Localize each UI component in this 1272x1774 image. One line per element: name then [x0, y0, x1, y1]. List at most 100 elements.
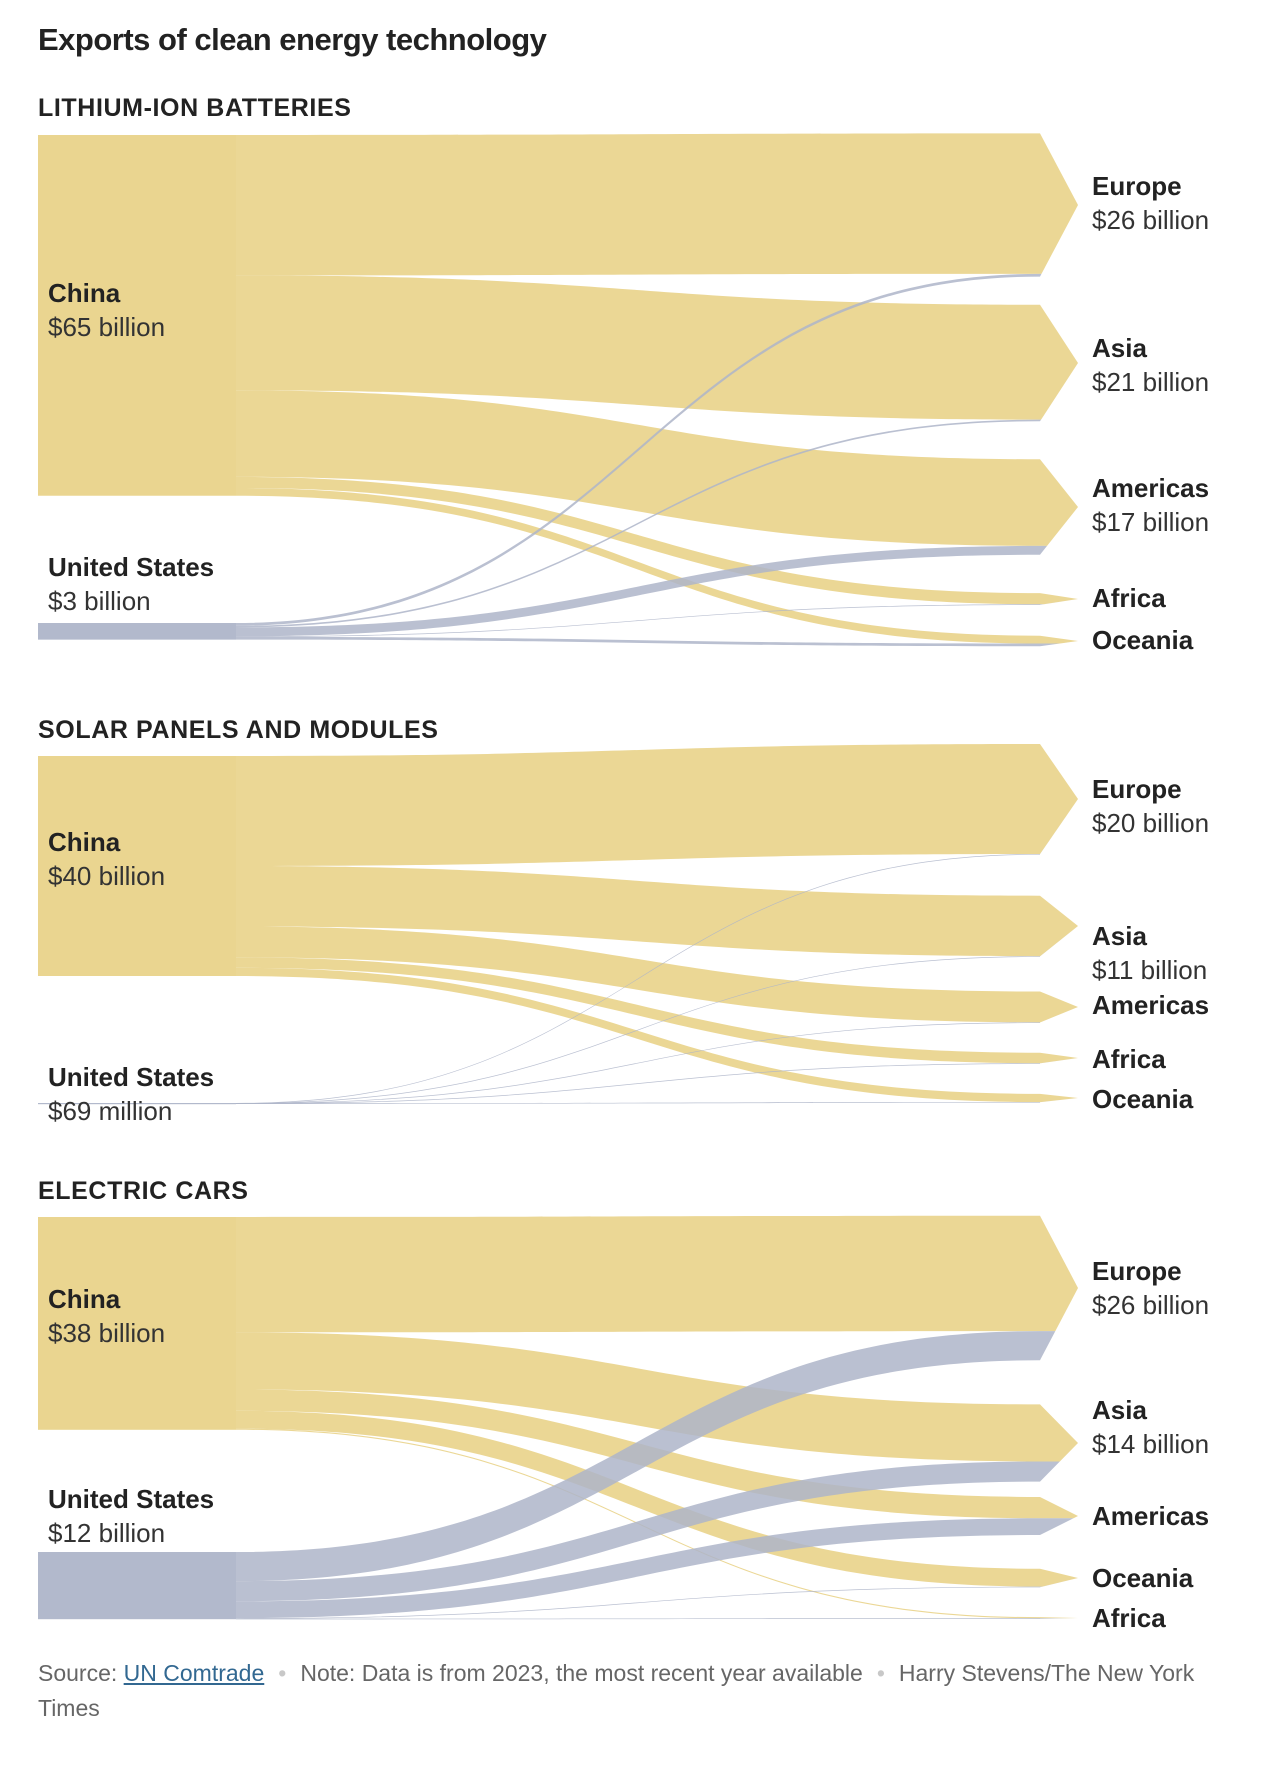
- source-label-us: United States: [48, 1062, 214, 1092]
- source-label-china: China: [48, 827, 121, 857]
- target-label-europe: Europe: [1092, 1256, 1182, 1286]
- target-label-europe: Europe: [1092, 774, 1182, 804]
- panel-title-solar: SOLAR PANELS AND MODULES: [38, 716, 439, 744]
- arrow-china-asia: [1040, 1404, 1078, 1462]
- arrow-us-europe: [1040, 1288, 1078, 1361]
- arrow-china-europe: [1040, 133, 1078, 274]
- source-label-china: China: [48, 1284, 121, 1314]
- arrow-china-africa: [1040, 593, 1078, 605]
- flow-china-to-africa: [236, 957, 1040, 1064]
- flow-us-to-europe: [236, 853, 1040, 1104]
- source-block-us: [38, 1103, 236, 1105]
- labels: China $40 billion United States $69 million…: [48, 774, 1209, 1126]
- flow-us-to-oceania: [236, 636, 1040, 647]
- source-value-china: $65 billion: [48, 312, 165, 342]
- target-label-americas: Americas: [1092, 473, 1209, 503]
- flow-china-to-europe: [236, 1215, 1040, 1333]
- flow-china-to-americas: [236, 926, 1040, 1023]
- flow-china-to-americas: [236, 390, 1040, 546]
- target-label-asia: Asia: [1092, 1395, 1147, 1425]
- source-value-us: $69 million: [48, 1096, 172, 1126]
- flow-us-to-oceania: [236, 1102, 1040, 1105]
- source-prefix: Source:: [38, 1660, 124, 1686]
- flows: [38, 133, 1078, 647]
- panel-title-batteries: LITHIUM-ION BATTERIES: [38, 94, 352, 122]
- arrow-us-americas: [1040, 507, 1078, 555]
- source-value-china: $40 billion: [48, 861, 165, 891]
- flows: [38, 743, 1078, 1105]
- arrow-us-asia: [1040, 1443, 1078, 1482]
- source-label-us: United States: [48, 1484, 214, 1514]
- flow-us-to-europe: [236, 273, 1040, 626]
- flow-china-to-europe: [236, 133, 1040, 276]
- flow-china-to-asia: [236, 866, 1040, 957]
- target-label-asia: Asia: [1092, 333, 1147, 363]
- source-value-us: $3 billion: [48, 586, 151, 616]
- arrow-us-oceania: [1040, 641, 1078, 647]
- arrow-china-oceania: [1040, 1568, 1078, 1587]
- target-label-africa: Africa: [1092, 1603, 1166, 1633]
- flow-us-to-americas: [236, 1518, 1040, 1619]
- target-label-oceania: Oceania: [1092, 1563, 1194, 1593]
- source-label-china: China: [48, 278, 121, 308]
- arrow-china-africa: [1040, 1617, 1078, 1619]
- arrow-china-asia: [1040, 304, 1078, 420]
- arrow-us-americas: [1040, 1516, 1078, 1536]
- source-value-china: $38 billion: [48, 1318, 165, 1348]
- target-label-oceania: Oceania: [1092, 1084, 1194, 1114]
- flow-us-to-africa: [236, 604, 1040, 638]
- arrow-china-europe: [1040, 1215, 1078, 1332]
- arrow-china-americas: [1040, 991, 1078, 1023]
- arrow-china-oceania: [1040, 635, 1078, 644]
- flow-us-to-asia: [236, 419, 1040, 628]
- flow-china-to-oceania: [236, 967, 1040, 1103]
- separator-dot: •: [876, 1660, 885, 1686]
- flow-us-to-africa: [236, 1063, 1040, 1104]
- flow-us-to-africa: [236, 1618, 1040, 1620]
- flow-us-to-europe: [236, 1331, 1040, 1582]
- target-value-asia: $11 billion: [1092, 955, 1207, 985]
- arrow-us-africa: [1040, 1618, 1078, 1619]
- flow-china-to-asia: [236, 1332, 1040, 1462]
- flow-china-to-africa: [236, 476, 1040, 605]
- flow-us-to-oceania: [236, 1586, 1040, 1619]
- source-block-china: [38, 1217, 236, 1430]
- source-block-us: [38, 1552, 236, 1620]
- target-value-asia: $14 billion: [1092, 1429, 1209, 1459]
- arrow-china-europe: [1040, 743, 1078, 854]
- source-value-us: $12 billion: [48, 1518, 165, 1548]
- source-block-china: [38, 756, 236, 976]
- separator-dot: •: [278, 1660, 287, 1686]
- target-label-americas: Americas: [1092, 990, 1209, 1020]
- chart-title: Exports of clean energy technology: [38, 22, 547, 57]
- source-block-china: [38, 135, 236, 496]
- target-label-africa: Africa: [1092, 583, 1166, 613]
- flow-us-to-asia: [236, 956, 1040, 1104]
- flow-china-to-europe: [236, 743, 1040, 866]
- flows: [38, 1215, 1078, 1620]
- target-value-europe: $26 billion: [1092, 1290, 1209, 1320]
- target-value-europe: $26 billion: [1092, 205, 1209, 235]
- source-label-us: United States: [48, 552, 214, 582]
- arrow-china-oceania: [1040, 1093, 1078, 1103]
- footer: Source: UN Comtrade • Note: Data is from 2…: [38, 1656, 1238, 1726]
- target-value-asia: $21 billion: [1092, 367, 1209, 397]
- target-label-americas: Americas: [1092, 1501, 1209, 1531]
- target-value-europe: $20 billion: [1092, 808, 1209, 838]
- footer-credit: Harry Stevens/The New York Times: [38, 1660, 1195, 1721]
- arrow-china-americas: [1040, 1496, 1078, 1519]
- target-label-asia: Asia: [1092, 921, 1147, 951]
- footer-note: Note: Data is from 2023, the most recent…: [300, 1660, 863, 1686]
- flow-us-to-asia: [236, 1461, 1040, 1602]
- flow-china-to-oceania: [236, 1410, 1040, 1587]
- target-value-americas: $17 billion: [1092, 507, 1209, 537]
- panel-title-electric-cars: ELECTRIC CARS: [38, 1177, 249, 1205]
- target-label-africa: Africa: [1092, 1044, 1166, 1074]
- flow-us-to-americas: [236, 1022, 1040, 1104]
- source-link[interactable]: UN Comtrade: [123, 1660, 265, 1686]
- labels: China $38 billion United States $12 billion…: [48, 1256, 1209, 1633]
- arrow-china-asia: [1040, 895, 1078, 957]
